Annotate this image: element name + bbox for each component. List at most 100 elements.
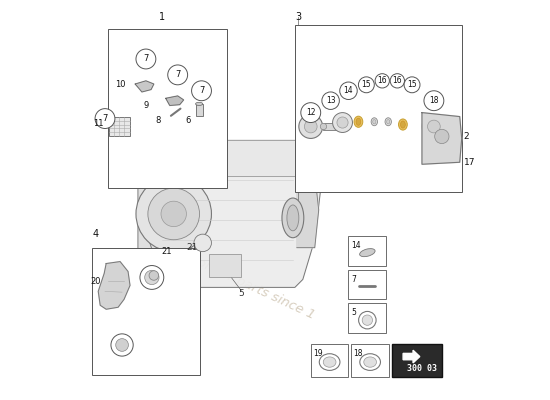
Text: 14: 14 — [344, 86, 353, 95]
Circle shape — [191, 81, 211, 101]
Text: 7: 7 — [175, 70, 180, 79]
Text: 17: 17 — [464, 158, 475, 167]
Text: 1: 1 — [159, 12, 165, 22]
Circle shape — [340, 82, 358, 100]
Circle shape — [427, 120, 440, 133]
Circle shape — [359, 312, 376, 329]
Bar — [210, 254, 241, 278]
Text: 15: 15 — [361, 80, 371, 89]
Polygon shape — [144, 140, 323, 287]
Polygon shape — [297, 174, 318, 248]
Ellipse shape — [320, 354, 340, 370]
Ellipse shape — [320, 123, 327, 130]
Text: 18: 18 — [429, 96, 439, 105]
Bar — [351, 344, 389, 377]
Text: 3: 3 — [295, 12, 301, 22]
Circle shape — [194, 234, 211, 252]
Circle shape — [136, 176, 211, 252]
Circle shape — [404, 77, 420, 93]
Ellipse shape — [400, 121, 405, 128]
Ellipse shape — [360, 249, 375, 257]
Bar — [349, 303, 386, 333]
Text: 15: 15 — [407, 80, 417, 89]
Ellipse shape — [287, 205, 299, 231]
Text: 5: 5 — [351, 308, 356, 318]
Circle shape — [337, 117, 348, 128]
Ellipse shape — [196, 102, 203, 106]
Text: 13: 13 — [326, 96, 336, 105]
Circle shape — [333, 113, 353, 132]
Circle shape — [161, 201, 186, 227]
Circle shape — [116, 339, 129, 351]
Text: 7: 7 — [351, 275, 356, 284]
Circle shape — [301, 103, 321, 122]
Text: a passion for parts since 1: a passion for parts since 1 — [153, 237, 317, 322]
Text: 7: 7 — [199, 86, 204, 95]
Ellipse shape — [323, 357, 336, 367]
Text: 20: 20 — [90, 277, 101, 286]
Ellipse shape — [364, 357, 377, 367]
Text: 10: 10 — [115, 80, 125, 88]
Bar — [392, 344, 442, 377]
Polygon shape — [422, 113, 461, 164]
Polygon shape — [403, 350, 420, 363]
Polygon shape — [138, 134, 162, 289]
Text: 21: 21 — [162, 247, 172, 256]
Text: 18: 18 — [354, 349, 363, 358]
Text: 16: 16 — [377, 76, 387, 85]
Circle shape — [299, 114, 323, 138]
Ellipse shape — [387, 120, 390, 124]
Circle shape — [322, 92, 339, 110]
Ellipse shape — [356, 118, 361, 125]
Ellipse shape — [385, 118, 392, 126]
Text: 5: 5 — [238, 289, 244, 298]
Bar — [109, 116, 130, 136]
Text: 21: 21 — [186, 243, 197, 252]
Bar — [196, 104, 203, 116]
Bar — [108, 29, 227, 188]
Circle shape — [359, 77, 375, 93]
Circle shape — [434, 129, 449, 144]
Bar — [311, 344, 349, 377]
Text: 14: 14 — [351, 241, 361, 250]
Bar — [349, 236, 386, 266]
Bar — [295, 25, 461, 192]
Text: 7: 7 — [102, 114, 108, 123]
Circle shape — [145, 270, 159, 285]
Text: 300 03: 300 03 — [407, 364, 437, 373]
Circle shape — [304, 120, 317, 133]
Ellipse shape — [371, 118, 377, 126]
Bar — [323, 123, 339, 130]
Ellipse shape — [354, 116, 363, 127]
Polygon shape — [98, 262, 130, 309]
Text: 19: 19 — [147, 273, 157, 282]
Polygon shape — [190, 140, 301, 176]
Text: 12: 12 — [306, 108, 316, 117]
Circle shape — [168, 65, 188, 85]
Ellipse shape — [373, 120, 376, 124]
Circle shape — [148, 188, 200, 240]
Text: 6: 6 — [185, 116, 190, 125]
Ellipse shape — [282, 198, 304, 238]
Text: 16: 16 — [393, 76, 402, 85]
Ellipse shape — [360, 354, 381, 370]
Circle shape — [424, 91, 444, 111]
Text: 2: 2 — [464, 132, 469, 141]
Circle shape — [111, 334, 133, 356]
Circle shape — [390, 74, 404, 88]
Circle shape — [140, 266, 164, 289]
Bar — [92, 248, 200, 375]
Text: 8: 8 — [155, 116, 161, 125]
Circle shape — [362, 315, 372, 325]
Circle shape — [149, 271, 158, 280]
Circle shape — [422, 114, 446, 138]
Polygon shape — [166, 96, 184, 106]
Text: 4: 4 — [92, 229, 98, 239]
Circle shape — [375, 74, 389, 88]
Text: 18: 18 — [117, 340, 127, 350]
Text: 7: 7 — [143, 54, 148, 64]
Text: 9: 9 — [144, 101, 149, 110]
Bar — [349, 270, 386, 299]
Text: 11: 11 — [93, 119, 103, 128]
Ellipse shape — [399, 119, 408, 130]
